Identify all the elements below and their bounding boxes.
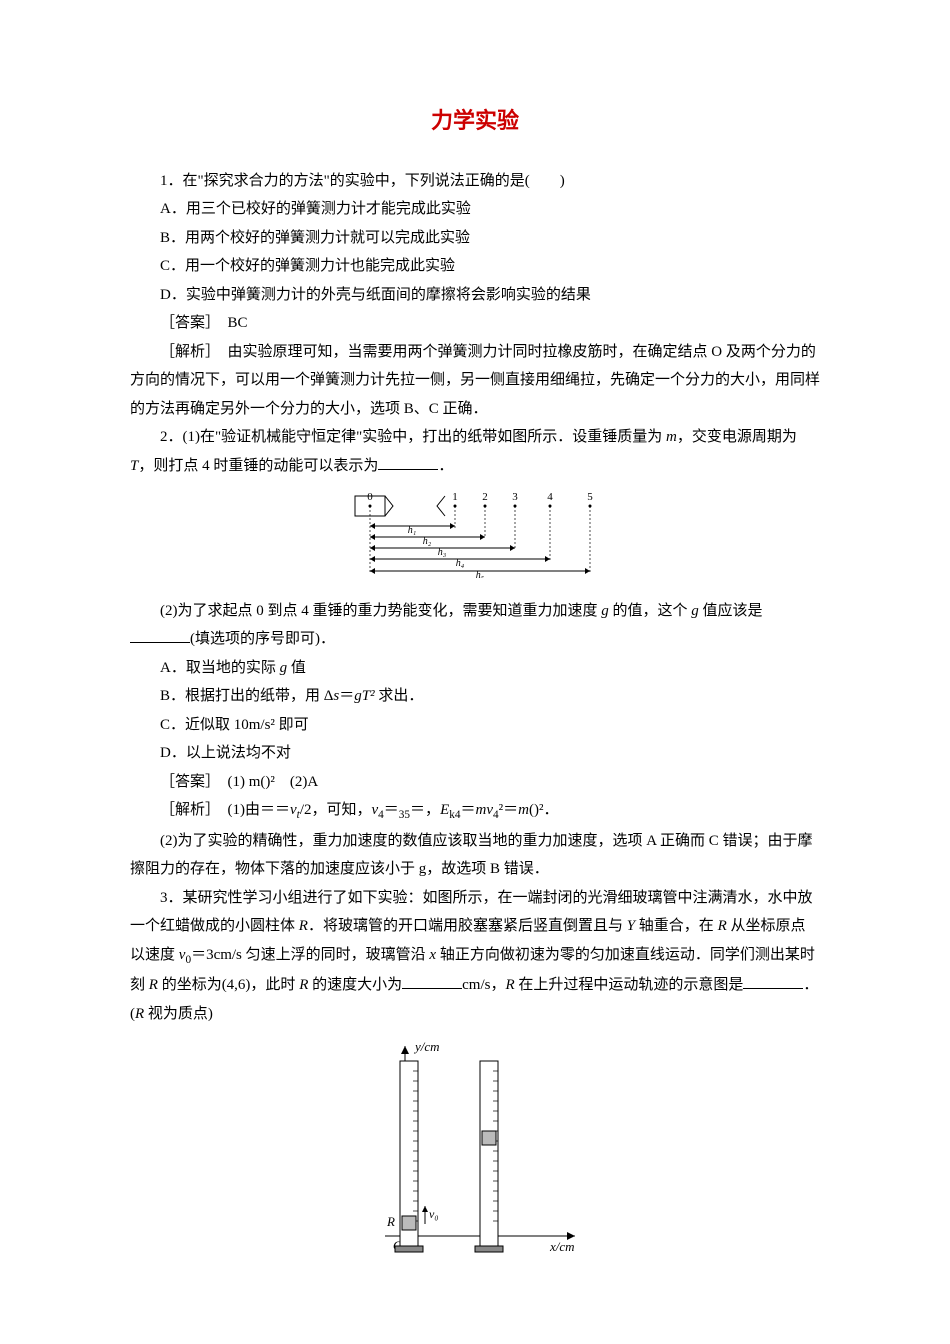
blank-fill-4 — [743, 973, 803, 989]
q2-answer: ［答案］ (1) m()² (2)A — [130, 768, 820, 797]
var-m2: m — [518, 802, 529, 818]
fig1-h4: h₄ — [456, 558, 465, 569]
blank-fill — [378, 454, 438, 470]
q2-a-text2: 值 — [287, 660, 306, 676]
q2-a-text: A．取当地的实际 — [160, 660, 280, 676]
q2-exp-d: ＝， — [410, 802, 440, 818]
var-R2: R — [718, 918, 727, 934]
q3-e: ＝3cm/s 匀速上浮的同时，玻璃管沿 — [191, 947, 429, 963]
q1-answer: ［答案］ BC — [130, 309, 820, 338]
fig2-R: R — [386, 1214, 395, 1229]
q2-exp-c: ＝ — [384, 802, 399, 818]
var-Y: Y — [627, 918, 635, 934]
fig2-xlabel: x/cm — [549, 1239, 575, 1254]
q2-p2-a: (2)为了求起点 0 到点 4 重锤的重力势能变化，需要知道重力加速度 — [160, 603, 601, 619]
var-R6: R — [135, 1006, 144, 1022]
q3-c: 轴重合，在 — [635, 918, 718, 934]
q2-exp-b: /2，可知， — [300, 802, 372, 818]
q2-exp-f: ²＝ — [499, 802, 519, 818]
sub-35: 35 — [399, 809, 410, 821]
q2-figure: 0 1 2 3 4 5 h₁ h₂ h₃ h₄ h₅ — [130, 488, 820, 589]
q2-stem-text-c: ，则打点 4 时重锤的动能可以表示为 — [138, 458, 378, 474]
fig1-h1: h₁ — [408, 525, 416, 536]
q1-stem: 1．在"探究求合力的方法"的实验中，下列说法正确的是( ) — [130, 167, 820, 196]
fig2-v0: v₀ — [429, 1207, 439, 1221]
q2-p2-b: 的值，这个 — [609, 603, 692, 619]
q3-stem: 3．某研究性学习小组进行了如下实验：如图所示，在一端封闭的光滑细玻璃管中注满清水… — [130, 884, 820, 1028]
q2-explanation2: (2)为了实验的精确性，重力加速度的数值应该取当地的重力加速度，选项 A 正确而… — [130, 827, 820, 884]
q3-h: 的速度大小为 — [308, 977, 402, 993]
q1-option-c: C．用一个校好的弹簧测力计也能完成此实验 — [130, 252, 820, 281]
var-R: R — [299, 918, 308, 934]
q2-option-c: C．近似取 10m/s² 即可 — [130, 711, 820, 740]
var-gT2: gT² — [354, 688, 374, 704]
q1-option-a: A．用三个已校好的弹簧测力计才能完成此实验 — [130, 195, 820, 224]
fig1-h3: h₃ — [438, 547, 447, 558]
q2-stem-text-a: 2．(1)在"验证机械能守恒定律"实验中，打出的纸带如图所示．设重锤质量为 — [160, 429, 666, 445]
q2-exp-a: ［解析］ (1)由＝＝ — [160, 802, 290, 818]
q3-i: cm/s， — [462, 977, 505, 993]
fig2-ylabel: y/cm — [413, 1039, 440, 1054]
fig1-label-1: 1 — [452, 491, 458, 503]
q3-b: ．将玻璃管的开口端用胶塞塞紧后竖直倒置且与 — [308, 918, 627, 934]
q3-figure: y/cm x/cm O R v₀ — [130, 1036, 820, 1277]
fig1-label-3: 3 — [512, 491, 518, 503]
q2-exp-g: ()²． — [529, 802, 559, 818]
var-R3: R — [149, 977, 158, 993]
q2-stem-text-b: ，交变电源周期为 — [677, 429, 797, 445]
q2-p2-c: 值应该是 — [699, 603, 763, 619]
q2-option-d: D．以上说法均不对 — [130, 739, 820, 768]
q2-explanation: ［解析］ (1)由＝＝vt/2，可知，v4＝35＝，Ek4＝mv4²＝m()²． — [130, 796, 820, 826]
q2-b-text: B．根据打出的纸带，用 Δ — [160, 688, 333, 704]
page-content: 力学实验 1．在"探究求合力的方法"的实验中，下列说法正确的是( ) A．用三个… — [0, 0, 950, 1325]
fig1-h5: h₅ — [476, 570, 485, 578]
var-g3: g — [280, 660, 288, 676]
q3-j: 在上升过程中运动轨迹的示意图是 — [515, 977, 744, 993]
sub-k4: k4 — [449, 809, 460, 821]
q1-explanation: ［解析］ 由实验原理可知，当需要用两个弹簧测力计同时拉橡皮筋时，在确定结点 O … — [130, 338, 820, 424]
q2-part2: (2)为了求起点 0 到点 4 重锤的重力势能变化，需要知道重力加速度 g 的值… — [130, 597, 820, 654]
q2-b-text2: ＝ — [339, 688, 354, 704]
q2-option-a: A．取当地的实际 g 值 — [130, 654, 820, 683]
q2-p2-d: (填选项的序号即可)． — [190, 631, 335, 647]
q3-g: 的坐标为(4,6)，此时 — [158, 977, 299, 993]
var-R4: R — [299, 977, 308, 993]
fig1-label-2: 2 — [482, 491, 488, 503]
var-mv4: mv — [476, 802, 494, 818]
q2-exp-e: ＝ — [460, 802, 475, 818]
q2-b-text3: 求出． — [375, 688, 424, 704]
q1-option-b: B．用两个校好的弹簧测力计就可以完成此实验 — [130, 224, 820, 253]
q2-stem: 2．(1)在"验证机械能守恒定律"实验中，打出的纸带如图所示．设重锤质量为 m，… — [130, 423, 820, 480]
q2-option-b: B．根据打出的纸带，用 Δs＝gT² 求出． — [130, 682, 820, 711]
var-Ek4: E — [440, 802, 449, 818]
blank-fill-3 — [402, 973, 462, 989]
fig1-label-5: 5 — [587, 491, 593, 503]
q2-stem-text-d: ． — [438, 458, 453, 474]
var-g2: g — [691, 603, 699, 619]
fig1-label-0: 0 — [367, 491, 373, 503]
blank-fill-2 — [130, 627, 190, 643]
var-m: m — [666, 429, 677, 445]
var-R5: R — [505, 977, 514, 993]
var-vt: vt — [290, 802, 300, 818]
q1-option-d: D．实验中弹簧测力计的外壳与纸面间的摩擦将会影响实验的结果 — [130, 281, 820, 310]
fig1-label-4: 4 — [547, 491, 553, 503]
q3-l: 视为质点) — [144, 1006, 213, 1022]
page-title: 力学实验 — [130, 100, 820, 142]
var-g: g — [601, 603, 609, 619]
fig1-h2: h₂ — [423, 536, 432, 547]
